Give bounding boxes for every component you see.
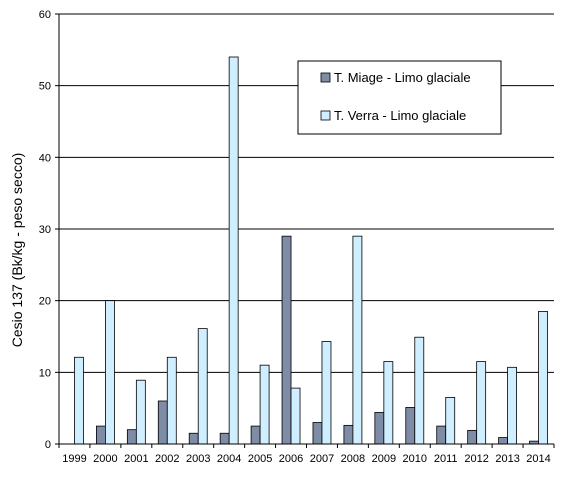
bar-miage-2006 <box>281 235 292 445</box>
x-tick-label: 2013 <box>495 453 519 465</box>
x-tick-label: 2010 <box>403 453 427 465</box>
y-tick-label: 60 <box>39 9 51 21</box>
bar-verra-2001 <box>135 379 146 445</box>
bar-verra-2012 <box>476 361 487 445</box>
legend: T. Miage - Limo glaciale T. Verra - Limo … <box>297 60 502 135</box>
bar-miage-2008 <box>343 424 354 445</box>
x-tick-label: 2006 <box>279 453 303 465</box>
legend-box <box>297 60 502 135</box>
legend-label: T. Miage - Limo glaciale <box>334 70 471 85</box>
bar-verra-2007 <box>321 341 332 445</box>
y-tick-label: 20 <box>39 296 51 308</box>
bar-miage-2004 <box>219 432 230 445</box>
bar-verra-2003 <box>197 328 208 445</box>
bar-verra-2010 <box>414 336 425 445</box>
x-tick-label: 2011 <box>434 453 458 465</box>
bar-miage-2000 <box>96 425 106 445</box>
legend-swatch <box>320 72 331 83</box>
x-tick-labels: 1999 2000 2001 2002 2003 2004 2005 2006 2007 2008… <box>62 453 551 465</box>
x-tick-label: 2008 <box>341 453 365 465</box>
x-tick-label: 2012 <box>464 453 488 465</box>
x-tick-label: 2007 <box>310 453 334 465</box>
bar-verra-2002 <box>166 356 177 445</box>
x-tick-label: 2003 <box>186 453 210 465</box>
bar-miage-2001 <box>126 429 137 445</box>
y-tick-label: 10 <box>39 367 51 379</box>
bar-miage-2005 <box>250 425 261 445</box>
bar-miage-2010 <box>405 407 416 445</box>
x-tick-label: 2014 <box>526 453 550 465</box>
x-tick-label: 2002 <box>155 453 179 465</box>
bar-verra-2009 <box>383 361 394 445</box>
bar-verra-2008 <box>352 235 363 445</box>
bar-verra-2004 <box>228 56 239 445</box>
x-tick-label: 2009 <box>372 453 396 465</box>
y-axis-title: Cesio 137 (Bk/kg - peso secco) <box>9 153 25 348</box>
legend-label: T. Verra - Limo glaciale <box>334 108 466 123</box>
y-tick-label: 40 <box>39 152 51 164</box>
bar-miage-2011 <box>436 425 447 445</box>
bar-miage-2007 <box>312 422 323 445</box>
bar-verra-2014 <box>538 311 548 445</box>
bar-verra-2000 <box>105 300 115 445</box>
x-tick-label: 2005 <box>248 453 272 465</box>
bars <box>74 56 548 445</box>
bar-miage-2012 <box>467 429 478 445</box>
bar-miage-2002 <box>157 400 168 445</box>
y-tick-label: 50 <box>39 81 51 93</box>
bar-verra-2005 <box>259 364 270 445</box>
bar-verra-1999 <box>74 356 84 445</box>
bar-miage-2009 <box>374 412 385 445</box>
x-tick-label: 2001 <box>124 453 148 465</box>
axes <box>55 13 555 448</box>
bar-verra-2011 <box>445 397 456 445</box>
x-tick-label: 1999 <box>62 453 86 465</box>
y-tick-label: 0 <box>45 439 51 451</box>
legend-swatch <box>320 110 331 121</box>
x-tick-label: 2004 <box>217 453 241 465</box>
bar-miage-2003 <box>188 432 199 445</box>
y-tick-labels: 0 10 20 30 40 50 60 <box>39 9 51 451</box>
bar-miage-2013 <box>498 437 508 445</box>
x-tick-label: 2000 <box>93 453 117 465</box>
y-tick-label: 30 <box>39 224 51 236</box>
bar-verra-2013 <box>507 366 517 445</box>
bar-verra-2006 <box>290 387 301 445</box>
